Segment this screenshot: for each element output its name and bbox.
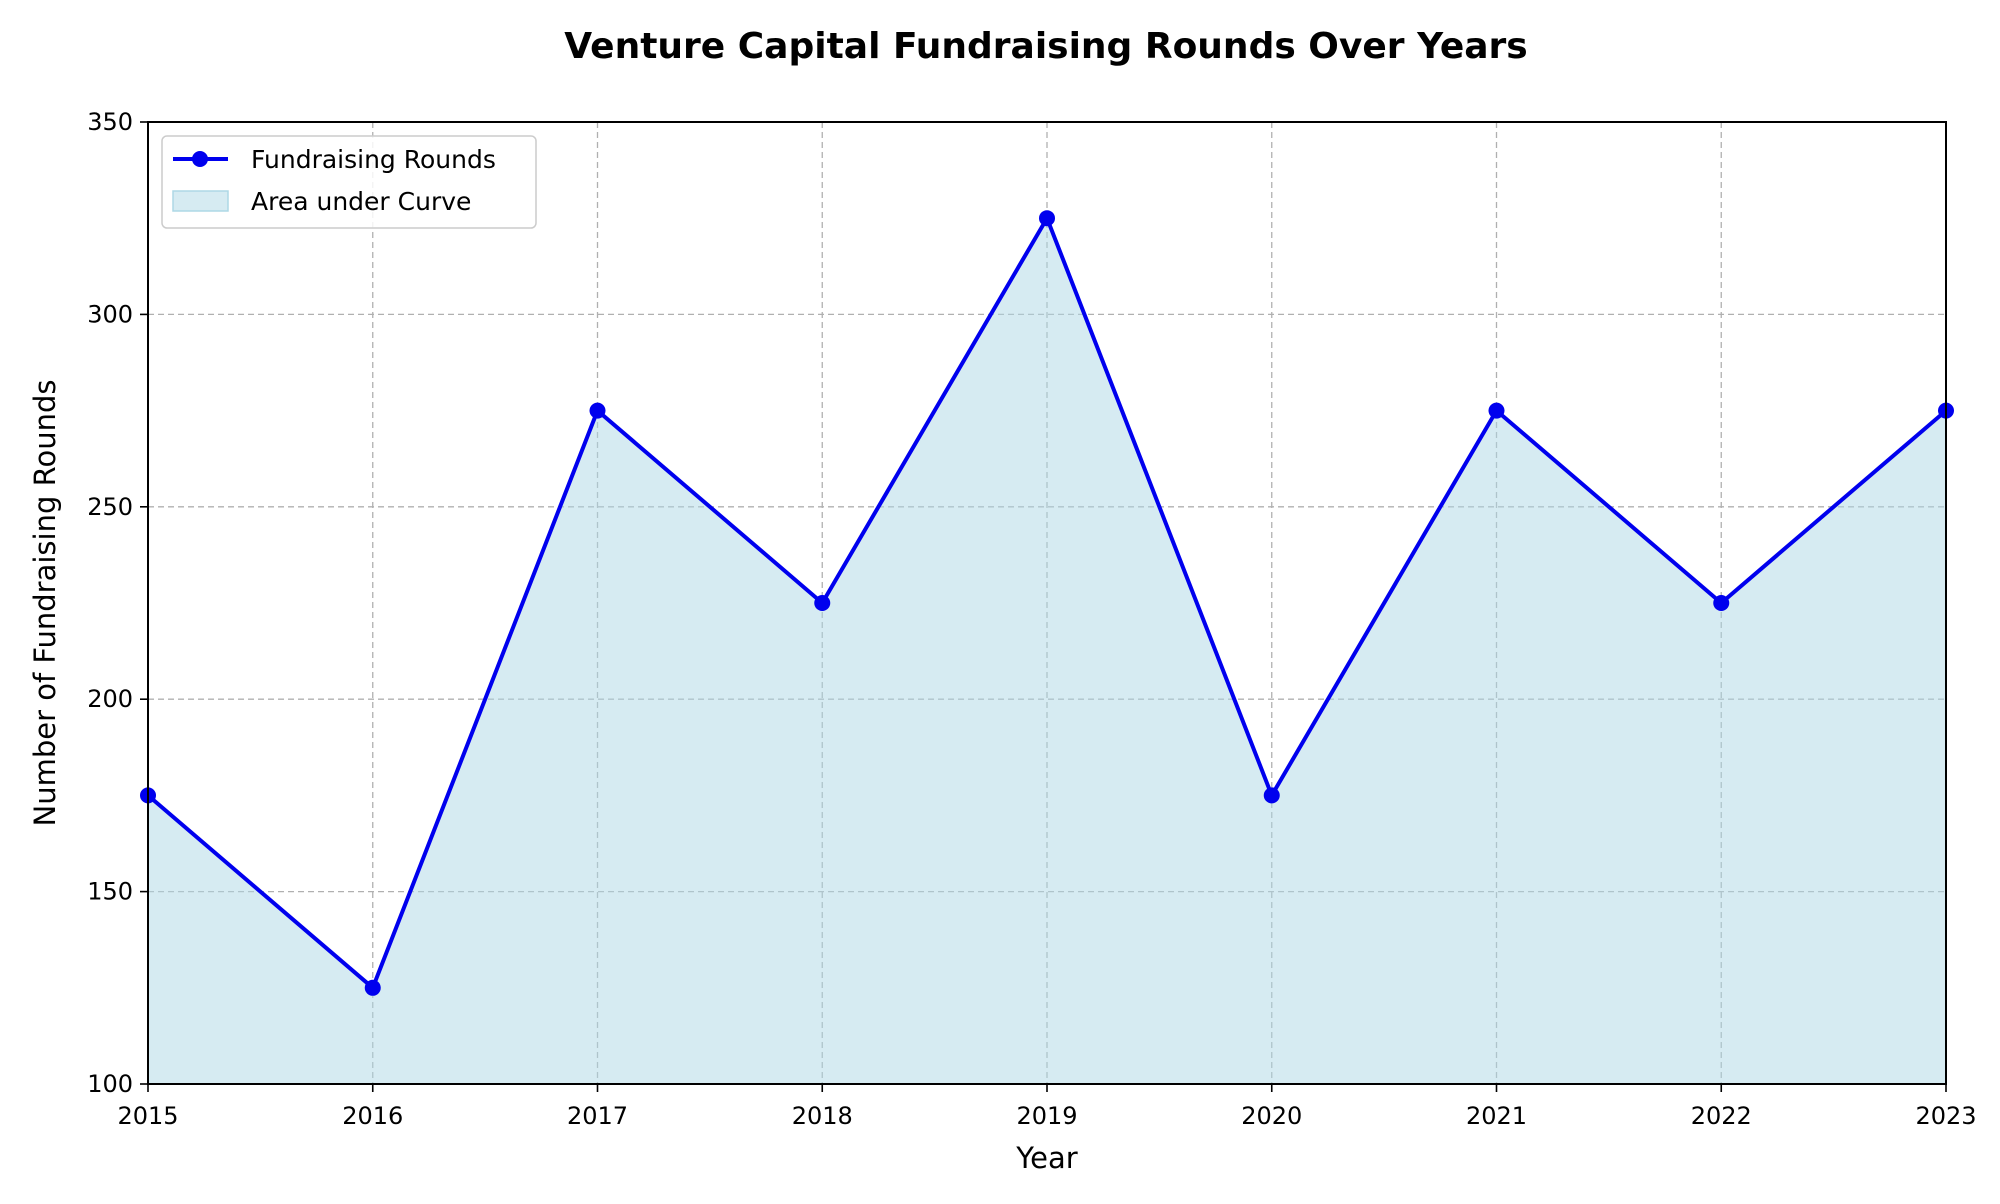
y-axis-label: Number of Fundraising Rounds <box>28 380 62 827</box>
y-tick-label: 350 <box>87 108 133 136</box>
x-tick-label: 2022 <box>1691 1102 1752 1130</box>
data-point-2022 <box>1713 595 1730 611</box>
x-tick-label: 2015 <box>117 1102 178 1130</box>
x-tick-label: 2016 <box>342 1102 403 1130</box>
data-point-2016 <box>364 979 381 996</box>
area-layer <box>148 218 1946 1084</box>
x-tick-label: 2018 <box>792 1102 853 1130</box>
legend-label-series: Fundraising Rounds <box>251 145 496 174</box>
data-point-2017 <box>589 402 606 419</box>
x-axis-label: Year <box>1015 1141 1077 1175</box>
x-tick-label: 2019 <box>1016 1102 1077 1130</box>
legend-area-swatch <box>172 190 229 212</box>
data-point-2019 <box>1039 210 1055 227</box>
legend-label-area: Area under Curve <box>251 187 471 216</box>
legend-marker-swatch <box>192 151 208 167</box>
data-point-2018 <box>814 595 831 611</box>
legend: Fundraising Rounds Area under Curve <box>161 135 537 229</box>
x-tick-label: 2023 <box>1915 1102 1976 1130</box>
x-tick-label: 2020 <box>1241 1102 1302 1130</box>
x-tick-label: 2017 <box>567 1102 628 1130</box>
y-tick-label: 200 <box>87 685 133 713</box>
y-tick-label: 250 <box>87 493 133 521</box>
y-tick-label: 100 <box>87 1070 133 1098</box>
data-point-2021 <box>1488 402 1505 419</box>
y-tick-label: 300 <box>87 300 133 328</box>
chart-title: Venture Capital Fundraising Rounds Over … <box>564 26 1527 67</box>
x-tick-label: 2021 <box>1466 1102 1527 1130</box>
data-point-2020 <box>1263 787 1280 804</box>
axis-ticks: 2015 2016 2017 2018 2019 2020 2021 2022 2023 100 1… <box>87 108 1976 1130</box>
legend-box <box>161 135 537 229</box>
line-layer <box>140 210 1954 996</box>
area-under-curve <box>148 218 1946 1084</box>
y-tick-label: 150 <box>87 878 133 906</box>
